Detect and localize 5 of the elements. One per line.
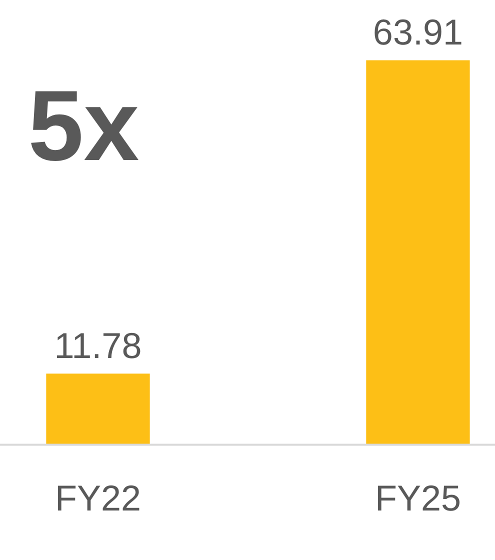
x-tick-label: FY22	[54, 477, 142, 518]
annotation: 5x	[28, 70, 140, 182]
data-label: 11.78	[54, 324, 142, 366]
x-tick-label: FY25	[374, 477, 461, 518]
data-label: 63.91	[372, 12, 464, 53]
